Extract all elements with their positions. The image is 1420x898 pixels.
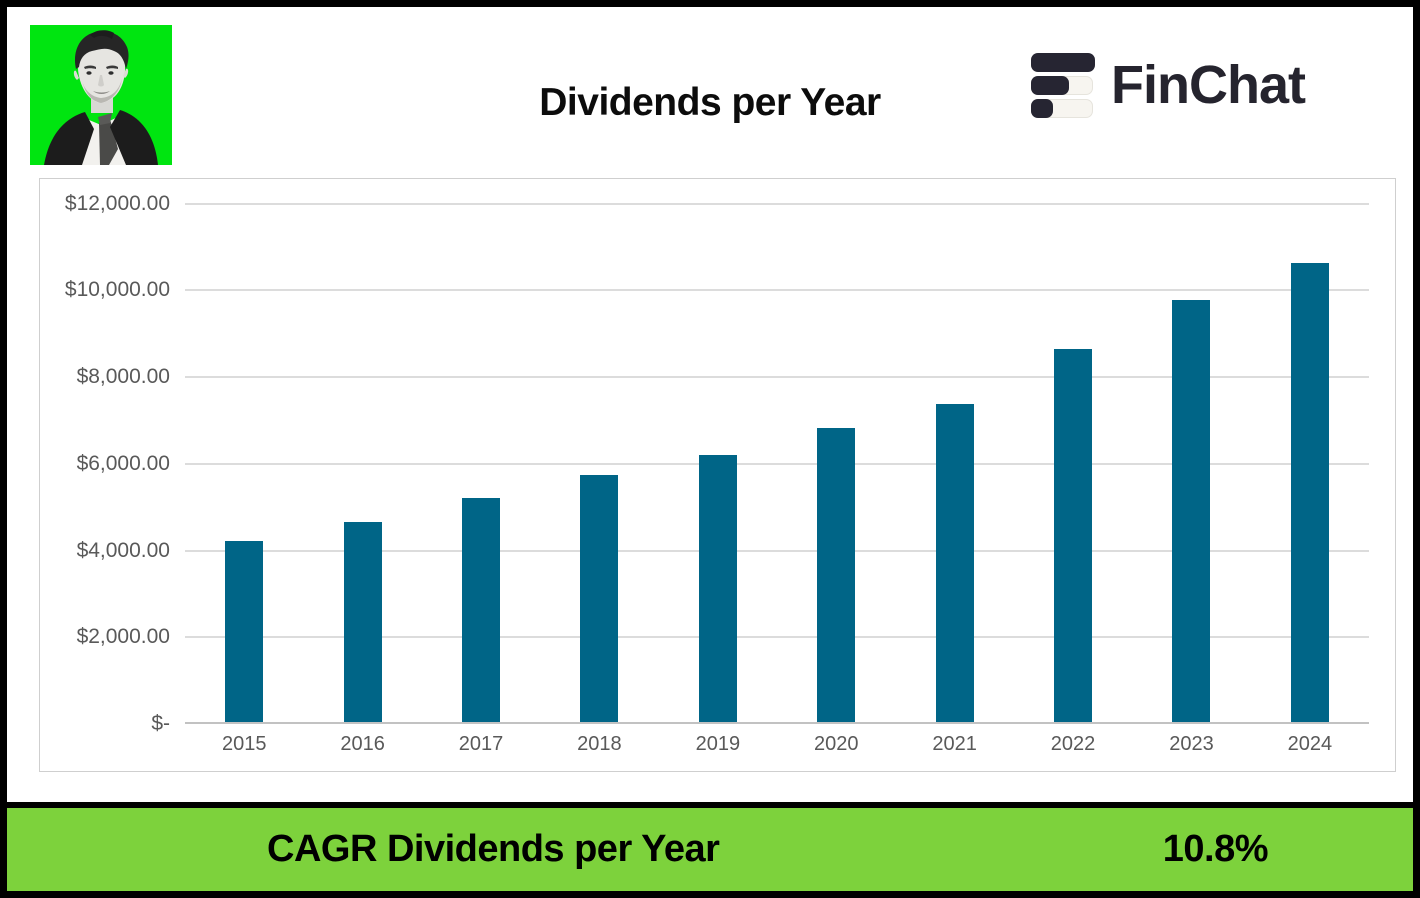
x-axis-label-2017: 2017 bbox=[458, 733, 504, 755]
bar-2024 bbox=[1290, 263, 1329, 724]
y-axis-tick-label: $12,000.00 bbox=[64, 191, 170, 215]
y-axis-tick-label: $6,000.00 bbox=[76, 451, 170, 475]
bar-2020 bbox=[817, 428, 856, 724]
x-axis-label-2020: 2020 bbox=[813, 733, 859, 755]
bar-slot-2015 bbox=[185, 541, 303, 724]
gridline bbox=[185, 636, 1369, 639]
gridlines-layer bbox=[185, 179, 1369, 724]
x-axis-line bbox=[185, 722, 1369, 724]
bar-2021 bbox=[935, 404, 974, 724]
x-axis-label-2023: 2023 bbox=[1169, 733, 1214, 755]
bar-slot-2024 bbox=[1251, 263, 1369, 724]
cagr-label: CAGR Dividends per Year bbox=[267, 828, 720, 870]
cagr-footer-bar: CAGR Dividends per Year 10.8% bbox=[7, 802, 1413, 891]
gridline bbox=[185, 462, 1369, 465]
bar-slot-2017 bbox=[422, 498, 540, 724]
finchat-wordmark: FinChat bbox=[1111, 55, 1306, 115]
bar-slot-2016 bbox=[303, 522, 421, 724]
bar-slot-2018 bbox=[540, 475, 658, 724]
bar-2015 bbox=[225, 541, 264, 724]
bar-2016 bbox=[343, 522, 382, 724]
y-axis-labels: $12,000.00 $10,000.00 $8,000.00 $6,000.00 $4… bbox=[40, 179, 170, 771]
bar-slot-2020 bbox=[777, 428, 895, 724]
bar-2023 bbox=[1172, 300, 1211, 724]
portrait-illustration bbox=[30, 25, 172, 165]
y-axis-tick-label: $4,000.00 bbox=[76, 538, 170, 562]
logo-bar-top bbox=[1031, 52, 1095, 72]
gridline bbox=[185, 289, 1369, 292]
bar-slot-2022 bbox=[1014, 349, 1132, 724]
profile-photo bbox=[30, 25, 172, 165]
page-title: Dividends per Year bbox=[539, 81, 881, 124]
bar-slot-2021 bbox=[895, 404, 1013, 724]
x-axis-label-2018: 2018 bbox=[577, 733, 622, 755]
y-axis-tick-label: $2,000.00 bbox=[76, 625, 170, 649]
gridline bbox=[185, 202, 1369, 205]
x-axis-label-2021: 2021 bbox=[932, 733, 977, 755]
bar-2022 bbox=[1054, 349, 1093, 724]
y-axis-tick-label: $8,000.00 bbox=[76, 365, 170, 389]
bars-layer bbox=[185, 179, 1369, 724]
gridline bbox=[185, 549, 1369, 552]
chart-panel: $12,000.00 $10,000.00 $8,000.00 $6,000.00 $4… bbox=[39, 178, 1396, 772]
logo-bar-middle bbox=[1031, 75, 1093, 95]
finchat-logo-icon bbox=[1031, 52, 1095, 118]
x-axis-label-2024: 2024 bbox=[1287, 733, 1333, 755]
cagr-value: 10.8% bbox=[1162, 828, 1269, 870]
bar-slot-2023 bbox=[1132, 300, 1250, 724]
finchat-logo: FinChat bbox=[1031, 52, 1306, 118]
bar-slot-2019 bbox=[659, 455, 777, 724]
y-axis-tick-label: $10,000.00 bbox=[64, 278, 170, 302]
bar-2017 bbox=[462, 498, 501, 724]
bar-2018 bbox=[580, 475, 619, 724]
logo-bar-bottom bbox=[1031, 98, 1093, 118]
x-axis-label-2019: 2019 bbox=[695, 733, 741, 755]
gridline bbox=[185, 376, 1369, 379]
y-axis-tick-label: $- bbox=[151, 712, 170, 735]
x-axis-label-2022: 2022 bbox=[1050, 733, 1096, 755]
x-axis-label-2015: 2015 bbox=[221, 733, 267, 755]
bar-2019 bbox=[698, 455, 737, 724]
x-axis-label-2016: 2016 bbox=[340, 733, 385, 755]
x-axis-labels: 2015 2016 2017 2018 2019 2020 2021 2022 2023 2024 bbox=[185, 733, 1369, 756]
